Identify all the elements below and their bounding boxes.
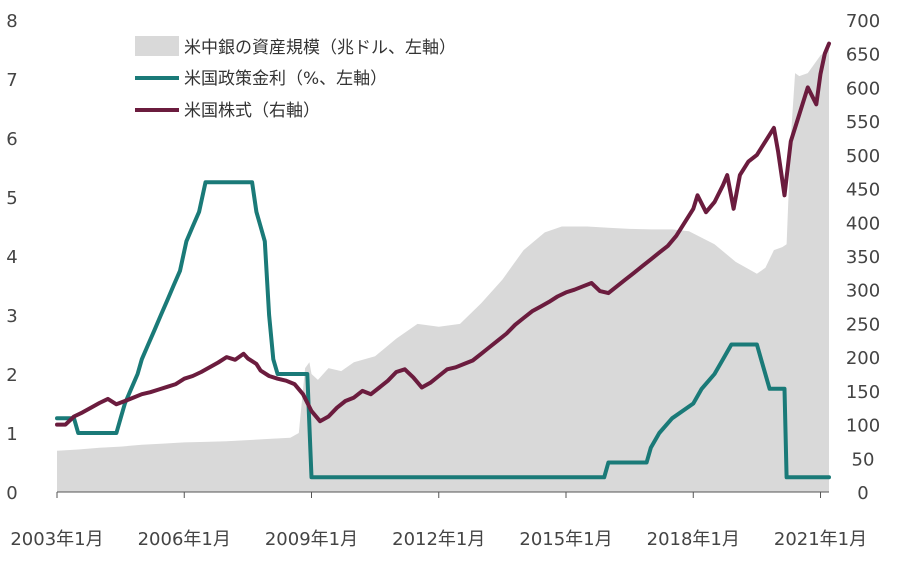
x-tick-label: 2009年1月 — [265, 529, 358, 550]
series-area-balance — [57, 49, 829, 492]
balance-sheet-area-layer — [57, 49, 829, 492]
y-left-tick-label: 1 — [6, 424, 17, 445]
y-right-tick-label: 50 — [852, 449, 875, 470]
legend-label-rate: 米国政策金利（%、左軸） — [184, 69, 387, 89]
y-left-tick-label: 4 — [6, 247, 17, 268]
legend-label-stock: 米国株式（右軸） — [184, 101, 320, 121]
x-tick-label: 2012年1月 — [392, 529, 485, 550]
y-right-tick-label: 500 — [846, 146, 880, 167]
y-left-tick-label: 2 — [6, 365, 17, 386]
y-left-tick-label: 5 — [6, 188, 17, 209]
y-right-tick-label: 600 — [846, 78, 880, 99]
y-right-tick-label: 550 — [846, 112, 880, 133]
y-right-tick-label: 200 — [846, 348, 880, 369]
y-right-tick-label: 650 — [846, 45, 880, 66]
series-line-stock — [55, 41, 831, 427]
y-right-tick-label: 350 — [846, 247, 880, 268]
y-left-tick-label: 6 — [6, 129, 17, 150]
y-right-tick-label: 250 — [846, 314, 880, 335]
legend: 米中銀の資産規模（兆ドル、左軸） 米国政策金利（%、左軸） 米国株式（右軸） — [135, 36, 456, 121]
y-right-tick-label: 300 — [846, 281, 880, 302]
y-right-tick-label: 150 — [846, 382, 880, 403]
x-tick-label: 2015年1月 — [519, 529, 612, 550]
x-tick-label: 2006年1月 — [138, 529, 231, 550]
y-right-tick-label: 0 — [857, 483, 868, 504]
y-left-tick-label: 8 — [6, 11, 17, 32]
y-right-tick-label: 700 — [846, 11, 880, 32]
x-tick-label: 2003年1月 — [10, 529, 103, 550]
x-tick-label: 2021年1月 — [774, 529, 867, 550]
y-left-tick-label: 0 — [6, 483, 17, 504]
x-tick-label: 2018年1月 — [647, 529, 740, 550]
axes-layer: 0 1 2 3 4 5 6 7 8 0 50 100 150 200 250 300 350 400 450 500 5… — [6, 11, 880, 550]
series-line-rate — [55, 180, 831, 480]
y-right-tick-label: 400 — [846, 213, 880, 234]
legend-swatch-balance — [135, 36, 179, 56]
y-left-tick-label: 7 — [6, 70, 17, 91]
legend-label-balance: 米中銀の資産規模（兆ドル、左軸） — [184, 38, 456, 58]
y-left-tick-label: 3 — [6, 306, 17, 327]
series-lines-layer — [55, 41, 831, 480]
y-right-tick-label: 450 — [846, 180, 880, 201]
y-right-tick-label: 100 — [846, 416, 880, 437]
